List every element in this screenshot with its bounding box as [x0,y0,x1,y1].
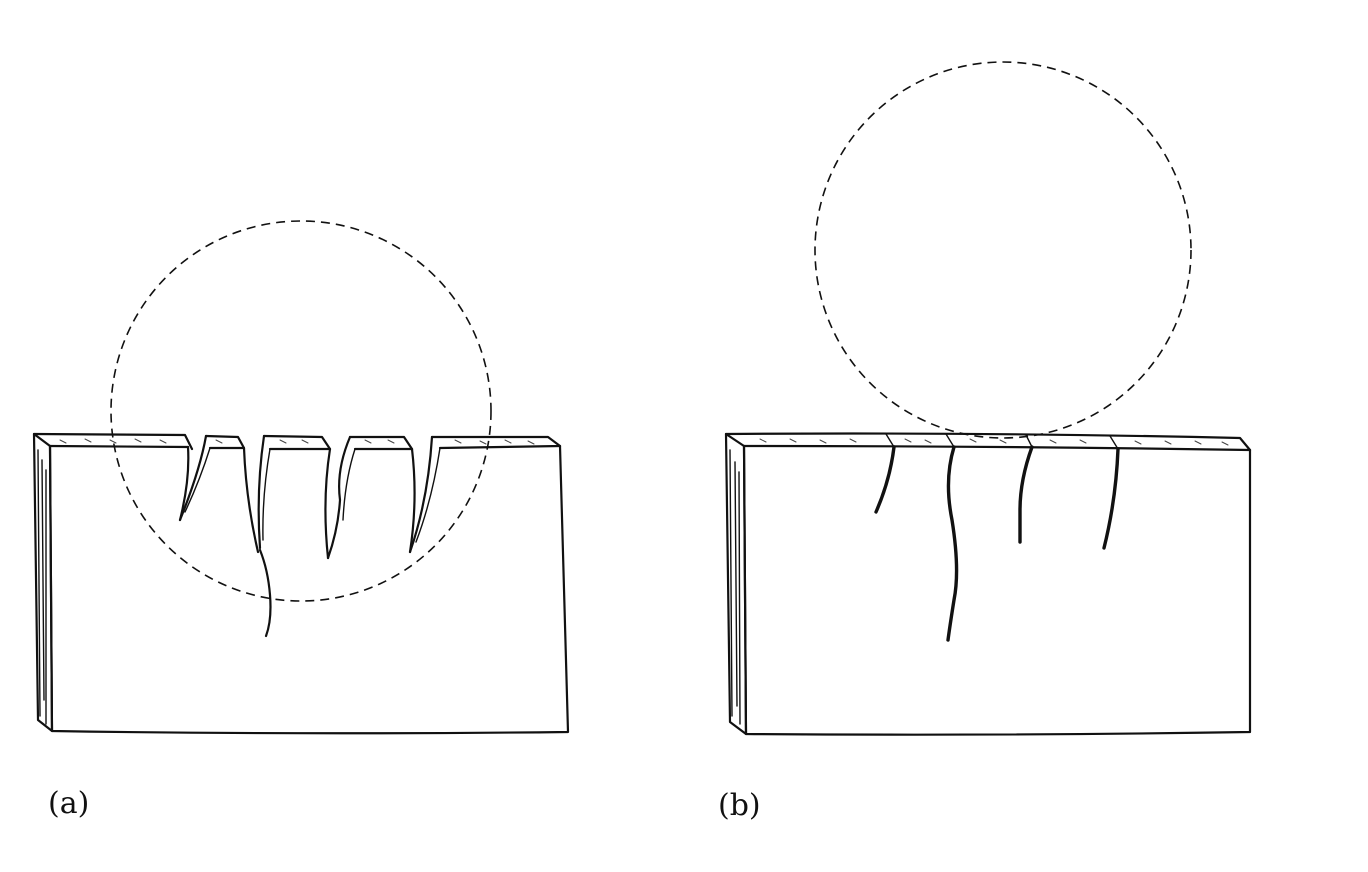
crack-a-3 [324,435,356,560]
crack-a-4 [408,435,441,554]
crack-b-3 [1018,445,1034,544]
panel-a-label: (a) [48,786,89,821]
crack-a-2 [242,434,272,638]
roller-b [814,61,1192,439]
slab-a-top-hatching [59,438,535,445]
panel-a: (a) [32,220,570,821]
slab-b [724,432,1252,736]
panel-b-label: (b) [718,788,761,823]
slab-a [32,432,570,735]
crack-b-2 [946,445,959,642]
slab-b-top-hatching [759,438,1229,446]
panel-b: (b) [718,61,1252,823]
crack-b-4 [1102,447,1120,550]
crack-a-1 [178,434,211,522]
roller-a [110,220,492,602]
crack-b-1 [874,445,896,514]
